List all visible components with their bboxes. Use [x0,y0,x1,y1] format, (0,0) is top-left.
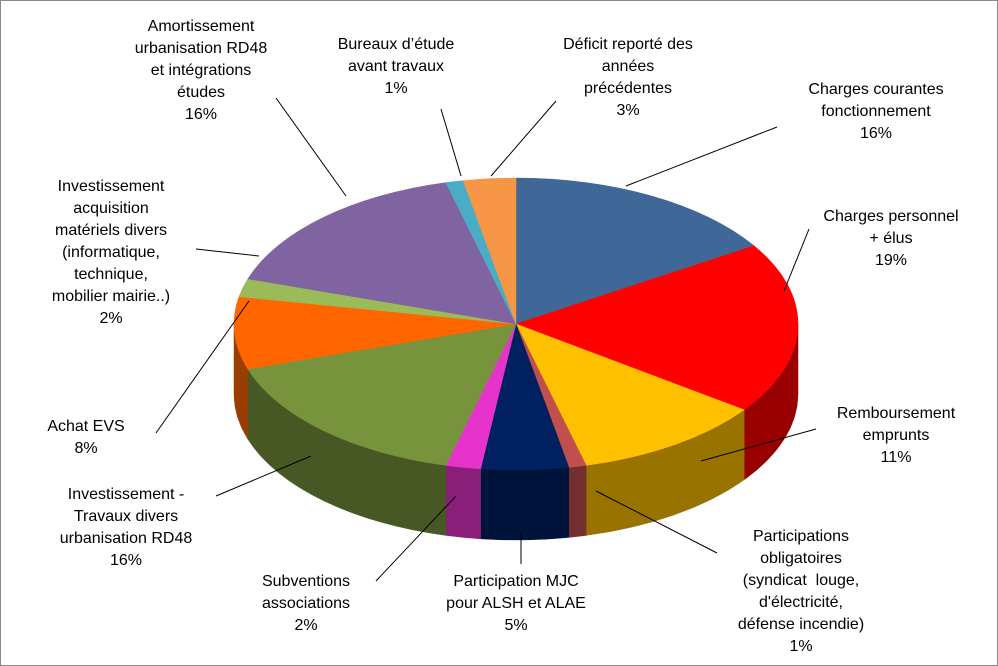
category-name: Amortissement urbanisation RD48 et intég… [134,18,268,101]
category-name: Charges courantes fonctionnement [808,81,944,120]
category-name: Remboursement emprunts [836,405,956,444]
slice-label: Amortissement urbanisation RD48 et intég… [135,16,268,126]
slice-label: Participations obligatoires (syndicat lo… [738,526,864,658]
category-name: Participations obligatoires (syndicat lo… [737,528,865,633]
slice-label: Bureaux d’étude avant travaux 1% [338,34,455,100]
slice-label: Charges personnel + élus 19% [823,206,958,272]
leader-line [595,490,718,554]
category-name: Participation MJC pour ALSH et ALAE [446,573,586,612]
category-name: Achat EVS [47,418,125,435]
category-name: Charges personnel + élus [823,208,959,247]
leader-line [625,126,778,187]
slice [462,177,517,325]
slice-label: Participation MJC pour ALSH et ALAE 5% [446,571,586,637]
slice-label: Charges courantes fonctionnement 16% [808,79,943,145]
slice-label: Achat EVS 8% [47,416,124,460]
slice [515,177,755,325]
leader-line [700,428,817,462]
slice-label: Investissement acquisition matériels div… [52,176,170,330]
category-name: Investissement - Travaux divers urbanisa… [59,486,193,547]
leader-line [375,495,457,582]
slice-label: Investissement - Travaux divers urbanisa… [60,484,193,572]
slice-side [445,465,481,540]
slice-label: Subventions associations 2% [262,571,350,637]
slice [233,296,517,370]
leader-line [195,248,260,257]
value-label: 16% [184,106,218,123]
slice [247,323,517,466]
value-label: 2% [294,617,318,634]
value-label: 1% [789,638,813,655]
value-label: 3% [616,102,640,119]
value-label: 8% [74,440,98,457]
value-label: 19% [874,252,908,269]
slice-side [568,465,587,538]
value-label: 16% [109,552,143,569]
slice-side [480,467,570,541]
category-name: Bureaux d’étude avant travaux [337,36,455,75]
leader-line [215,455,312,497]
value-label: 16% [859,125,893,142]
category-name: Subventions associations [261,573,351,612]
leader-line [490,100,557,177]
value-label: 5% [504,617,528,634]
slice [247,182,517,325]
slice [515,323,745,466]
value-label: 11% [880,449,912,466]
value-label: 2% [99,310,123,327]
leader-line [783,228,810,292]
category-name: Investissement acquisition matériels div… [51,178,171,305]
slice [515,245,799,411]
slice-label: Remboursement emprunts 11% [837,403,955,469]
leader-line [155,300,250,434]
leader-line [440,108,462,177]
slice-label: Déficit reporté des années précédentes 3% [563,34,693,122]
category-name: Déficit reporté des années précédentes [563,36,693,97]
value-label: 1% [384,80,408,97]
leader-line [275,97,347,197]
